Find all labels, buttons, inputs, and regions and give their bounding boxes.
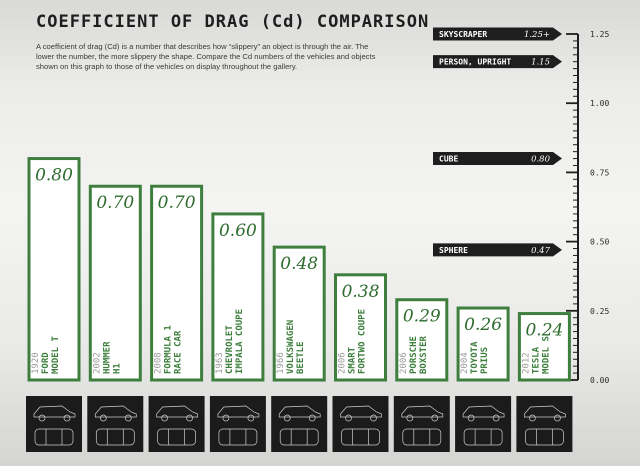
- beetle-icon: [271, 396, 328, 452]
- bar-value-label: 0.70: [158, 193, 196, 213]
- reference-label: PERSON, UPRIGHT: [439, 58, 511, 67]
- bar-name-label: PORSCHE: [409, 336, 419, 374]
- reference-marker: SKYSCRAPER 1.25+: [433, 27, 562, 41]
- y-tick-label: 1.25: [590, 30, 609, 39]
- bar-value-label: 0.26: [464, 315, 502, 335]
- bar-year-label: 1920: [31, 352, 41, 374]
- y-tick-label: 0.00: [590, 376, 609, 385]
- bar: 0.38 2006 SMART FORTWO COUPE: [334, 273, 387, 382]
- bar: 0.29 2006 PORSCHE BOXSTER: [395, 298, 449, 382]
- bar-name-label: FORD: [41, 352, 51, 374]
- bar-name-label: FORTWO COUPE: [358, 309, 368, 374]
- porsche-icon: [393, 396, 450, 452]
- bar-name-label: IMPALA COUPE: [235, 309, 245, 374]
- bar-name-label: VOLKSWAGEN: [286, 320, 296, 374]
- bar-outline: [517, 312, 571, 382]
- bar-name-label: MODEL S: [541, 336, 551, 374]
- tesla-icon: [516, 396, 573, 452]
- reference-label: SKYSCRAPER: [439, 30, 487, 39]
- bar-outline: [88, 184, 142, 382]
- bar-year-label: 2006: [338, 352, 348, 374]
- bar: 0.70 2002 HUMMER H1: [88, 184, 142, 382]
- bar-outline: [27, 157, 81, 382]
- bar-name-label: PRIUS: [480, 347, 490, 374]
- bar-name-label: MODEL T: [51, 335, 61, 374]
- reference-marker: CUBE 0.80: [433, 152, 562, 166]
- bar-name-label: SMART: [348, 346, 358, 374]
- prius-icon: [455, 396, 512, 452]
- reference-value: 0.47: [531, 246, 551, 256]
- bar-year-label: 1966: [276, 352, 286, 374]
- bar-year-label: 2006: [399, 352, 409, 374]
- bar-value-label: 0.38: [342, 282, 380, 302]
- bar-name-label: FORMULA 1: [164, 325, 174, 374]
- chart-description: A coefficient of drag (Cd) is a number t…: [36, 42, 376, 71]
- reference-value: 1.15: [531, 58, 550, 68]
- bar-year-label: 1963: [215, 352, 225, 374]
- bar: 0.70 2008 FORMULA 1 RACE CAR: [150, 184, 204, 382]
- reference-arrow: [433, 152, 562, 166]
- bar-outline: [334, 273, 387, 382]
- reference-label: CUBE: [439, 155, 458, 164]
- bar-value-label: 0.70: [96, 193, 134, 213]
- bar-outline: [211, 212, 265, 382]
- y-tick-label: 0.50: [590, 238, 609, 247]
- reference-label: SPHERE: [439, 246, 468, 255]
- impala-icon: [209, 396, 266, 452]
- reference-marker: PERSON, UPRIGHT 1.15: [433, 55, 562, 69]
- bar-outline: [272, 245, 326, 382]
- bar-outline: [456, 306, 510, 382]
- reference-value: 1.25+: [524, 30, 550, 40]
- hummer-icon: [87, 396, 144, 452]
- bar-name-label: HUMMER: [102, 341, 112, 374]
- bar-outline: [395, 298, 449, 382]
- bar-value-label: 0.60: [219, 221, 257, 241]
- bar-name-label: H1: [112, 363, 122, 374]
- y-tick-label: 1.00: [590, 99, 609, 108]
- reference-arrow: [433, 27, 562, 41]
- bar-name-label: BOXSTER: [419, 335, 429, 374]
- bar-year-label: 2012: [521, 352, 531, 374]
- bar: 0.48 1966 VOLKSWAGEN BEETLE: [272, 245, 326, 382]
- bar-value-label: 0.29: [403, 307, 441, 327]
- bar-year-label: 2008: [154, 352, 164, 374]
- bar: 0.24 2012 TESLA MODEL S: [517, 312, 571, 382]
- bar: 0.26 2004 TOYOTA PRIUS: [456, 306, 510, 382]
- bar-name-label: CHEVROLET: [225, 325, 235, 374]
- model-t-icon: [26, 396, 82, 452]
- chart-title: COEFFICIENT OF DRAG (Cd) COMPARISON: [36, 12, 430, 32]
- bar-name-label: TESLA: [531, 346, 541, 374]
- bar: 0.60 1963 CHEVROLET IMPALA COUPE: [211, 212, 265, 382]
- reference-arrow: [433, 243, 562, 257]
- bar: 0.80 1920 FORD MODEL T: [27, 157, 81, 382]
- y-tick-label: 0.25: [590, 307, 609, 316]
- bar-year-label: 2002: [92, 352, 102, 374]
- bar-outline: [150, 184, 204, 382]
- bar-value-label: 0.80: [35, 166, 73, 186]
- bar-name-label: TOYOTA: [470, 341, 480, 374]
- bar-value-label: 0.24: [525, 321, 563, 341]
- smart-car-icon: [332, 396, 389, 452]
- bar-name-label: RACE CAR: [174, 330, 184, 374]
- bar-year-label: 2004: [460, 352, 470, 374]
- bar-name-label: BEETLE: [296, 341, 306, 374]
- reference-marker: SPHERE 0.47: [433, 243, 562, 257]
- y-tick-label: 0.75: [590, 168, 609, 177]
- bar-value-label: 0.48: [280, 254, 318, 274]
- reference-value: 0.80: [531, 155, 551, 165]
- race-car-icon: [148, 396, 205, 452]
- reference-arrow: [433, 55, 562, 69]
